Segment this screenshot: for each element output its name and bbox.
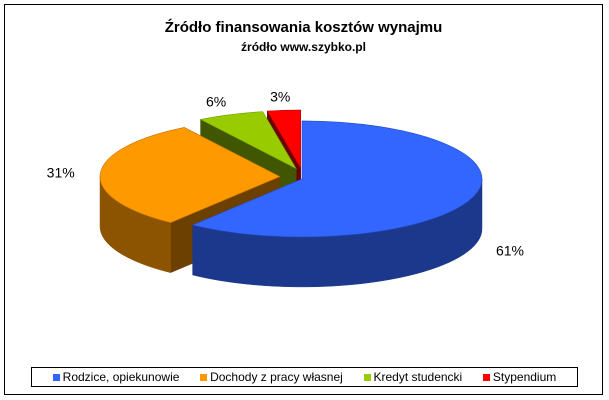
data-label-1: 31% xyxy=(47,164,75,180)
data-label-2: 6% xyxy=(206,94,226,110)
legend-swatch-0 xyxy=(52,373,60,381)
slice-3 xyxy=(266,109,302,170)
legend-item-1: Dochody z pracy własnej xyxy=(200,370,343,384)
legend-item-2: Kredyt studencki xyxy=(363,370,463,384)
chart-title: Źródło finansowania kosztów wynajmu xyxy=(164,19,443,36)
legend-label-0: Rodzice, opiekunowie xyxy=(62,370,180,384)
data-label-0: 61% xyxy=(496,243,524,259)
legend-label-3: Stypendium xyxy=(492,370,557,384)
chart-legend: Rodzice, opiekunowie Dochody z pracy włas… xyxy=(31,367,578,387)
legend-swatch-1 xyxy=(200,373,208,381)
legend-label-2: Kredyt studencki xyxy=(373,370,463,384)
legend-swatch-3 xyxy=(482,373,490,381)
legend-swatch-2 xyxy=(363,373,371,381)
pie-chart: 61% 31% 6% 3% xyxy=(47,89,524,288)
legend-label-1: Dochody z pracy własnej xyxy=(210,370,343,384)
data-label-3: 3% xyxy=(270,89,290,105)
slice-tops xyxy=(99,109,483,238)
slice-labels: 61% 31% 6% 3% xyxy=(47,89,524,259)
slice-1 xyxy=(99,127,281,223)
slice-0 xyxy=(191,120,483,238)
legend-item-3: Stypendium xyxy=(482,370,557,384)
chart-subtitle: źródło www.szybko.pl xyxy=(241,40,366,54)
legend-item-0: Rodzice, opiekunowie xyxy=(52,370,180,384)
chart-frame: Źródło finansowania kosztów wynajmu źród… xyxy=(4,4,603,395)
slice-2 xyxy=(199,111,297,170)
